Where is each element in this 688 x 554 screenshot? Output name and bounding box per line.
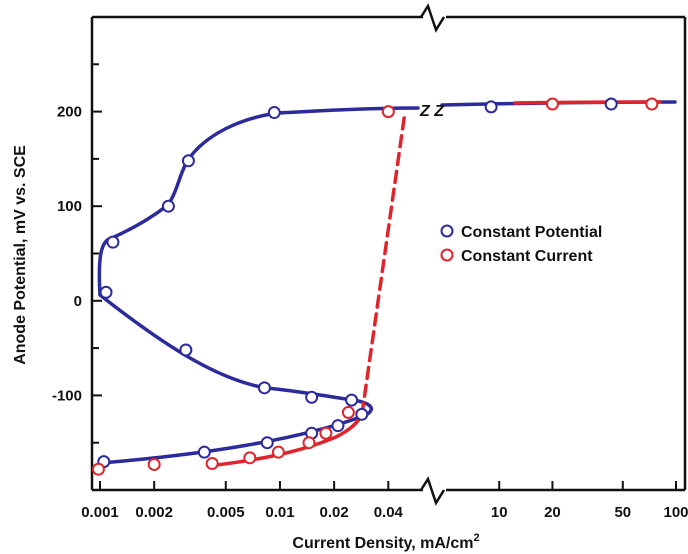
constant-potential-point xyxy=(161,199,175,213)
constant-current-curve-upper xyxy=(513,100,662,105)
x-axis-title: Current Density, mA/cm2 xyxy=(292,532,479,552)
x-tick-label: 0.002 xyxy=(135,504,173,521)
x-tick-label: 0.02 xyxy=(320,504,349,521)
x-axis-title-text: Current Density, mA/cm xyxy=(292,535,473,552)
x-tick-label: 50 xyxy=(614,504,631,521)
constant-current-point xyxy=(302,436,316,450)
constant-current-point xyxy=(381,105,395,119)
constant-current-point xyxy=(243,451,257,465)
plot-frame xyxy=(90,3,687,506)
x-tick-label: 10 xyxy=(491,504,508,521)
constant-current-point xyxy=(91,462,105,476)
y-tick-label: 0 xyxy=(74,293,82,310)
constant-potential-point xyxy=(484,100,498,114)
constant-potential-point xyxy=(604,97,618,111)
constant-current-dashed-transition xyxy=(360,110,407,416)
constant-current-point xyxy=(341,405,355,419)
constant-current-point xyxy=(147,457,161,471)
constant-potential-point xyxy=(257,381,271,395)
constant-potential-point xyxy=(267,106,281,120)
constant-potential-point xyxy=(331,419,345,433)
x-tick-label: 0.001 xyxy=(81,504,119,521)
y-axis-title: Anode Potential, mV vs. SCE xyxy=(12,145,29,365)
x-tick-label: 0.005 xyxy=(207,504,245,521)
constant-potential-point xyxy=(99,285,113,299)
constant-potential-point xyxy=(179,343,193,357)
constant-current-point xyxy=(205,457,219,471)
legend-marker-constant-current xyxy=(440,248,454,262)
x-tick-label: 20 xyxy=(544,504,561,521)
constant-potential-point xyxy=(106,235,120,249)
y-tick-label: 200 xyxy=(57,104,82,121)
constant-current-point xyxy=(545,97,559,111)
constant-current-point xyxy=(271,445,285,459)
constant-current-point xyxy=(319,426,333,440)
break-marks: Z Z xyxy=(419,103,445,120)
y-ticks: -100 0 100 200 xyxy=(52,63,102,444)
constant-potential-point xyxy=(345,393,359,407)
data-points xyxy=(91,97,659,476)
legend: Constant Potential Constant Current xyxy=(440,224,602,265)
constant-potential-point xyxy=(305,390,319,404)
x-tick-label: 100 xyxy=(663,504,688,521)
x-tick-label: 0.01 xyxy=(265,504,294,521)
legend-marker-constant-potential xyxy=(440,224,454,238)
constant-potential-point xyxy=(355,407,369,421)
legend-label-constant-potential: Constant Potential xyxy=(461,224,602,241)
constant-potential-point xyxy=(260,436,274,450)
x-ticks: 0.001 0.002 0.005 0.01 0.02 0.04 10 20 50 100 xyxy=(81,481,688,521)
y-tick-label: 100 xyxy=(57,198,82,215)
axis-break-bottom xyxy=(419,476,446,506)
legend-label-constant-current: Constant Current xyxy=(461,248,593,265)
constant-potential-curve xyxy=(97,106,420,465)
constant-potential-point xyxy=(197,445,211,459)
constant-potential-point xyxy=(181,154,195,168)
y-tick-label: -100 xyxy=(52,387,82,404)
x-tick-label: 0.04 xyxy=(374,504,404,521)
axis-break-top xyxy=(419,3,446,33)
constant-current-point xyxy=(645,97,659,111)
x-axis-title-superscript: 2 xyxy=(473,532,479,544)
